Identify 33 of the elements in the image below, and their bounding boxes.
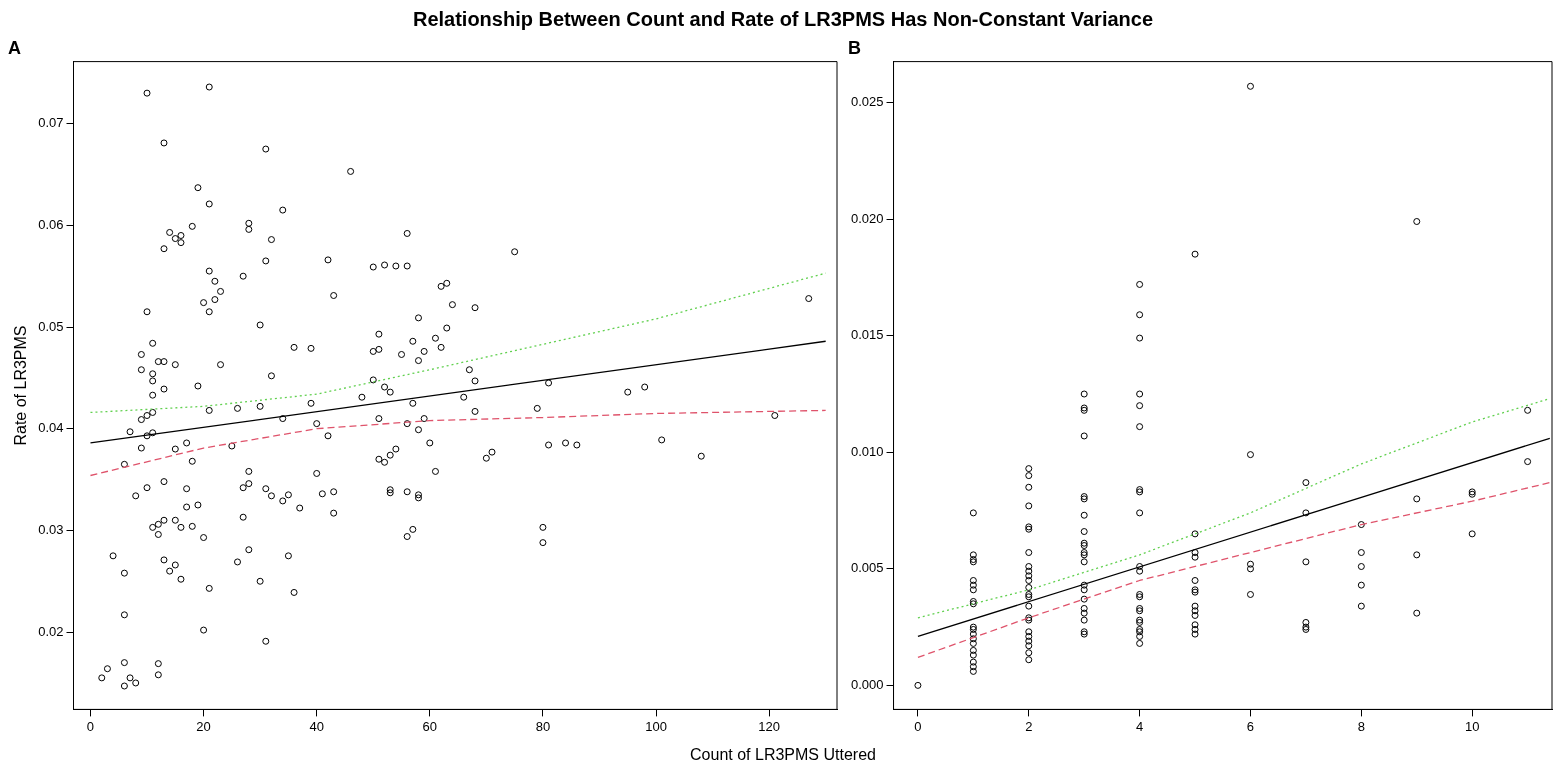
x-tick-label: 6 <box>1246 718 1255 734</box>
y-tick-label: 0.05 <box>38 318 64 334</box>
y-tick-label: 0.02 <box>38 623 64 639</box>
line-series <box>917 481 1551 659</box>
x-tick-label: 60 <box>422 718 438 734</box>
chart-subtitle: B <box>848 37 861 58</box>
x-tick-label: 20 <box>196 718 211 734</box>
x-axis-title: Count of LR3PMS Uttered <box>689 746 877 764</box>
y-tick-label: 0.000 <box>850 676 884 692</box>
line-series <box>89 272 827 414</box>
y-tick-label: 0.04 <box>38 420 64 436</box>
y-axis-title: Rate of LR3PMS <box>12 325 30 446</box>
x-tick-label: 0 <box>914 718 922 734</box>
chart-subtitle: A <box>8 37 21 58</box>
x-tick-label: 80 <box>535 718 551 734</box>
y-tick-label: 0.03 <box>38 521 64 537</box>
y-tick-label: 0.07 <box>38 115 64 131</box>
y-tick-label: 0.005 <box>850 560 884 576</box>
y-tick-label: 0.015 <box>850 327 884 343</box>
x-tick-label: 100 <box>645 718 667 734</box>
y-tick-label: 0.010 <box>850 443 884 459</box>
x-tick-label: 0 <box>86 718 95 734</box>
line-series <box>89 409 827 477</box>
y-tick-label: 0.020 <box>850 210 884 226</box>
x-tick-label: 8 <box>1357 718 1365 734</box>
chart-title: Relationship Between Count and Rate of LR3PMS Has Non-Constant Variance <box>411 8 1155 31</box>
x-tick-label: 2 <box>1025 718 1033 734</box>
x-tick-label: 120 <box>758 718 780 734</box>
x-tick-label: 4 <box>1136 718 1144 734</box>
y-tick-label: 0.06 <box>38 216 64 232</box>
x-tick-label: 40 <box>309 718 324 734</box>
x-tick-label: 10 <box>1464 718 1480 734</box>
y-tick-label: 0.025 <box>850 94 884 110</box>
